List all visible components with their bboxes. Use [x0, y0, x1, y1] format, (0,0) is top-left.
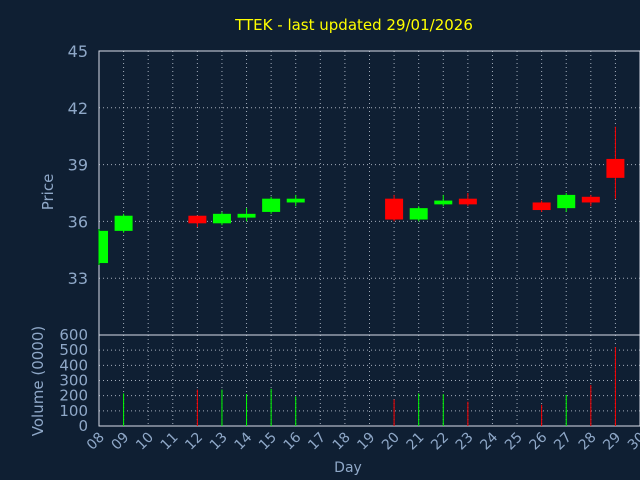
candle-body: [458, 198, 477, 205]
chart-title: TTEK - last updated 29/01/2026: [234, 16, 473, 34]
price-frame: [98, 50, 640, 336]
x-tick-label: 22: [428, 430, 452, 454]
x-tick-label: 14: [231, 429, 255, 453]
x-tick-label: 21: [404, 430, 428, 454]
x-tick-label: 25: [502, 430, 526, 454]
volume-tick-label: 400: [59, 356, 88, 374]
x-tick-label: 30: [625, 430, 640, 454]
price-panel: 33 36 39 42 45: [68, 42, 640, 336]
volume-frame: [98, 334, 640, 427]
x-tick-label: 13: [207, 430, 231, 454]
candle-body: [286, 198, 305, 203]
price-axis-label: Price: [39, 174, 57, 211]
candle-body: [385, 198, 404, 220]
price-tick-label: 36: [68, 212, 88, 231]
x-tick-label: 11: [158, 430, 182, 454]
x-tick-label: 10: [133, 430, 157, 454]
candle-body: [114, 215, 133, 231]
volume-tick-label: 600: [59, 326, 88, 344]
volume-tick-label: 100: [59, 402, 88, 420]
x-tick-label: 19: [354, 430, 378, 454]
volume-axis-label: Volume (0000): [29, 326, 47, 436]
x-axis-label: Day: [334, 460, 362, 476]
x-tick-label: 12: [182, 430, 206, 454]
x-tick-label: 18: [330, 430, 354, 454]
candle-body: [434, 200, 453, 205]
x-tick-label: 28: [576, 430, 600, 454]
volume-tick-label: 300: [59, 372, 88, 390]
candle-body: [532, 202, 551, 211]
candle-body: [99, 230, 108, 264]
x-tick-label: 29: [600, 430, 624, 454]
candle-body: [237, 213, 256, 218]
candle-body: [262, 198, 281, 212]
x-tick-label: 16: [281, 429, 305, 453]
candle-body: [188, 215, 207, 224]
candle-body: [212, 213, 231, 224]
volume-tick-label: 500: [59, 341, 88, 359]
x-tick-label: 24: [477, 429, 501, 453]
x-tick-label: 20: [379, 430, 403, 454]
x-tick-label: 27: [551, 430, 575, 454]
price-tick-label: 45: [68, 42, 88, 61]
price-tick-label: 39: [68, 156, 88, 175]
x-tick-label: 15: [256, 430, 280, 454]
candle-body: [409, 208, 428, 220]
x-tick-label: 26: [527, 429, 551, 453]
candle-body: [557, 194, 576, 209]
candle-body: [581, 196, 600, 203]
price-tick-label: 42: [68, 99, 88, 118]
x-tick-label: 23: [453, 430, 477, 454]
x-tick-label: 09: [108, 430, 132, 454]
candle-body: [606, 158, 625, 178]
price-tick-label: 33: [68, 269, 88, 288]
volume-tick-label: 0: [78, 417, 88, 435]
x-tick-label: 17: [305, 430, 329, 454]
volume-tick-label: 200: [59, 387, 88, 405]
